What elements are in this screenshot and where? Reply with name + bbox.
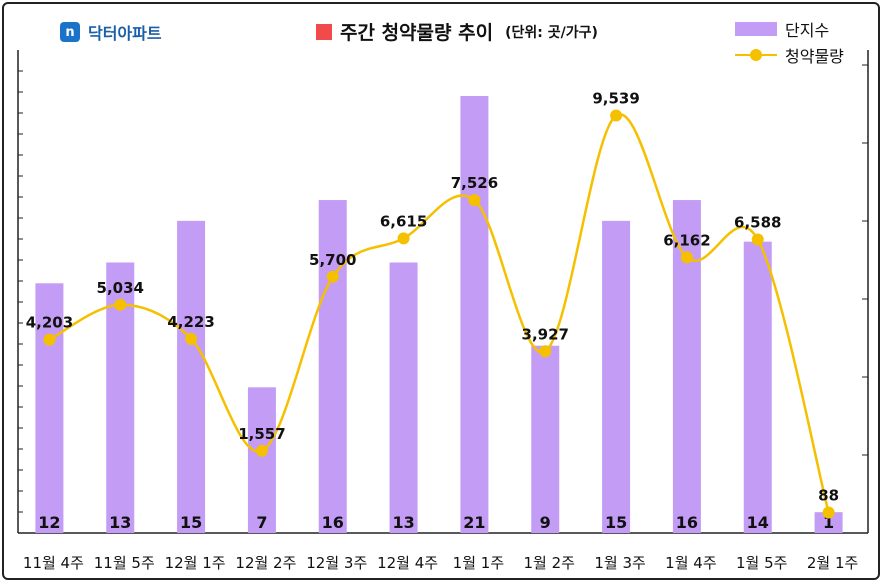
line-value-label: 5,034 [97, 279, 144, 297]
x-tick-label: 12월 3주 [306, 554, 367, 572]
legend-bar-label: 단지수 [785, 21, 830, 40]
chart-title-unit: (단위: 곳/가구) [505, 24, 598, 41]
line-value-label: 9,539 [592, 90, 639, 108]
line-point [680, 251, 693, 264]
line-value-label: 3,927 [522, 325, 569, 343]
line-value-label: 6,588 [734, 214, 781, 232]
x-tick-label: 11월 5주 [94, 554, 155, 572]
line-point [468, 194, 481, 207]
line-point [397, 232, 410, 245]
legend-line-swatch [735, 48, 777, 62]
bar [177, 220, 206, 533]
brand-icon: n [60, 22, 80, 42]
bar-value-label: 13 [109, 513, 131, 532]
bar-value-label: 16 [676, 513, 698, 532]
bar [814, 512, 843, 533]
x-tick-label: 1월 3주 [594, 554, 645, 572]
bar-value-label: 21 [463, 513, 485, 532]
line-point [822, 506, 835, 519]
x-tick-label: 12월 4주 [377, 554, 438, 572]
bar [672, 200, 701, 534]
brand-logo: n 닥터아파트 [60, 20, 162, 44]
bar [460, 96, 489, 533]
x-tick-label: 12월 1주 [165, 554, 226, 572]
bar-value-label: 15 [605, 513, 627, 532]
bar-value-label: 7 [256, 513, 267, 532]
line-point [43, 333, 56, 346]
bar-value-label: 1 [823, 513, 834, 532]
bar-value-label: 14 [747, 513, 769, 532]
chart-frame [2, 2, 880, 580]
x-tick-label: 2월 1주 [807, 554, 858, 572]
bar-value-label: 15 [180, 513, 202, 532]
x-tick-label: 1월 2주 [524, 554, 575, 572]
legend-item-bar: 단지수 [735, 16, 844, 42]
bar-value-label: 16 [322, 513, 344, 532]
line-value-label: 5,700 [309, 251, 356, 269]
line-value-label: 4,223 [167, 313, 214, 331]
x-tick-label: 11월 4주 [23, 554, 84, 572]
line-value-label: 88 [818, 487, 839, 505]
line-point [185, 332, 198, 345]
bar-value-label: 12 [38, 513, 60, 532]
bar [389, 262, 418, 533]
line-point [326, 270, 339, 283]
bar [318, 200, 347, 534]
line-series-path [48, 113, 830, 513]
x-tick-label: 1월 5주 [736, 554, 787, 572]
x-tick-label: 1월 4주 [665, 554, 716, 572]
title-swatch [316, 23, 332, 40]
line-point [255, 444, 268, 457]
line-value-label: 6,615 [380, 212, 427, 230]
line-point [610, 109, 623, 122]
legend-bar-swatch [735, 22, 777, 36]
legend-line-label: 청약물량 [785, 47, 844, 66]
line-value-label: 1,557 [238, 425, 285, 443]
bar [743, 241, 772, 533]
line-point [751, 233, 764, 246]
brand-name: 닥터아파트 [88, 24, 162, 43]
legend-item-line: 청약물량 [735, 42, 844, 68]
bar-value-label: 9 [540, 513, 551, 532]
x-tick-label: 12월 2주 [235, 554, 296, 572]
bar [602, 220, 631, 533]
bar [531, 345, 560, 533]
x-tick-label: 1월 1주 [453, 554, 504, 572]
line-value-label: 7,526 [451, 174, 498, 192]
line-point [539, 345, 552, 358]
line-value-label: 6,162 [663, 231, 710, 249]
bar-value-label: 13 [392, 513, 414, 532]
bar [35, 283, 64, 533]
legend: 단지수 청약물량 [735, 16, 844, 68]
chart-title: 주간 청약물량 추이 (단위: 곳/가구) [316, 18, 598, 45]
chart-title-text: 주간 청약물량 추이 [340, 22, 494, 44]
line-value-label: 4,203 [26, 314, 73, 332]
bar [247, 387, 276, 533]
line-point [114, 298, 127, 311]
